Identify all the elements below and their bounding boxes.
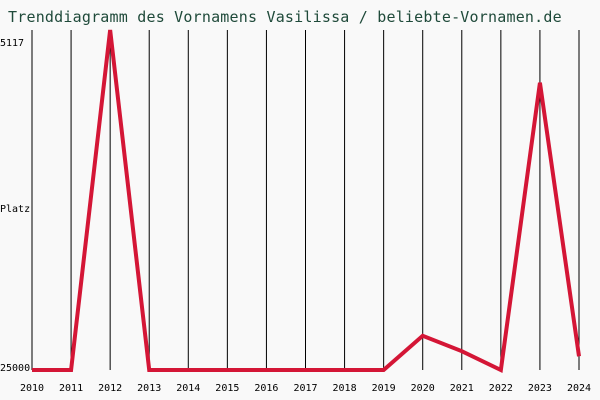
x-tick-label-2010: 2010 [20, 383, 44, 394]
chart-title: Trenddiagramm des Vornamens Vasilissa / … [8, 8, 562, 26]
x-tick-label-2018: 2018 [333, 383, 357, 394]
x-tick-label-2012: 2012 [98, 383, 122, 394]
x-tick-label-2011: 2011 [59, 383, 83, 394]
x-tick-label-2022: 2022 [489, 383, 513, 394]
y-tick-labels: 5117 Platz 25000 [0, 38, 30, 374]
x-tick-label-2023: 2023 [528, 383, 552, 394]
x-tick-label-2019: 2019 [372, 383, 396, 394]
x-tick-label-2013: 2013 [137, 383, 161, 394]
x-tick-label-2021: 2021 [450, 383, 474, 394]
y-axis-label: Platz [0, 204, 30, 215]
grid-lines [31, 30, 580, 370]
y-tick-label-bottom: 25000 [0, 363, 30, 374]
x-tick-label-2024: 2024 [567, 383, 591, 394]
x-tick-label-2020: 2020 [411, 383, 435, 394]
series-layer [31, 29, 581, 373]
x-tick-label-2015: 2015 [215, 383, 239, 394]
x-tick-label-2016: 2016 [254, 383, 278, 394]
x-tick-labels: 2010 2011 2012 2013 2014 2015 2016 2017 2018 2019… [20, 383, 591, 394]
x-tick-label-2014: 2014 [176, 383, 200, 394]
y-tick-label-top: 5117 [0, 38, 24, 49]
x-tick-label-2017: 2017 [293, 383, 317, 394]
